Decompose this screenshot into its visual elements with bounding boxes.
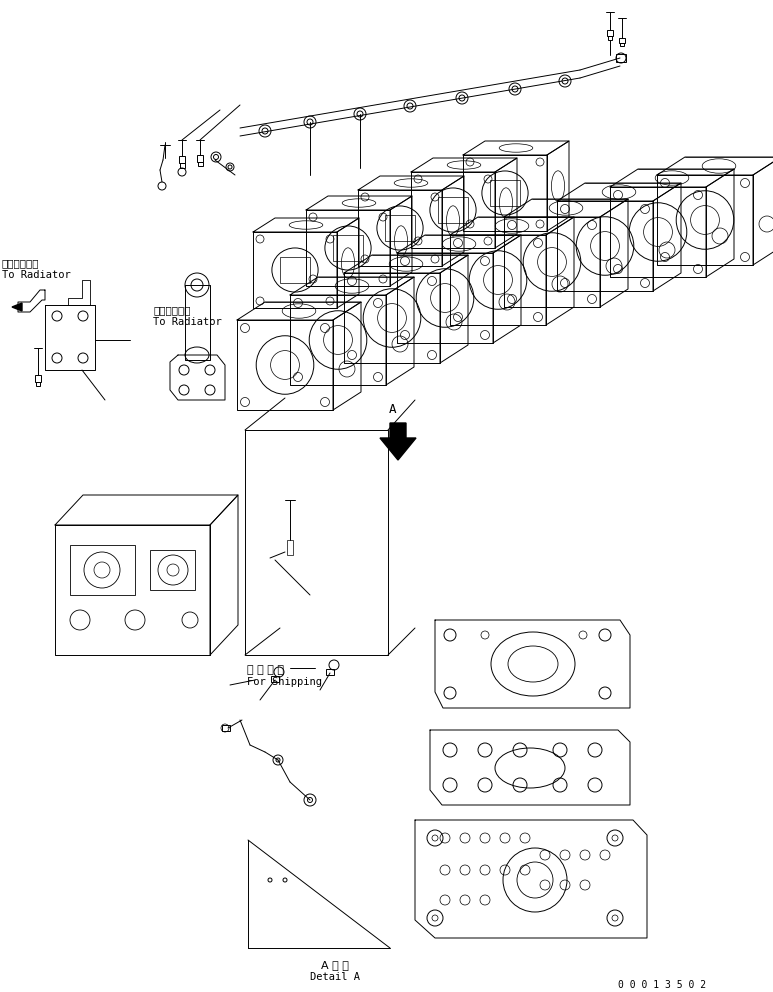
Bar — [385, 214, 414, 241]
Bar — [150, 550, 195, 590]
Bar — [70, 545, 135, 595]
Bar — [619, 38, 625, 43]
Text: To Radiator: To Radiator — [153, 317, 222, 327]
Bar — [281, 257, 310, 284]
Bar — [35, 375, 41, 382]
Text: For Shipping: For Shipping — [247, 677, 322, 687]
Bar — [271, 676, 279, 682]
Bar — [608, 36, 612, 40]
Text: A: A — [390, 403, 397, 416]
Text: ラジエータへ: ラジエータへ — [153, 305, 190, 315]
Polygon shape — [380, 423, 416, 460]
Bar — [36, 382, 40, 386]
Bar — [333, 235, 363, 261]
Bar — [607, 30, 613, 36]
Text: Detail A: Detail A — [310, 972, 360, 982]
Text: ラジエータへ: ラジエータへ — [2, 258, 39, 268]
Bar — [287, 540, 293, 555]
Bar — [620, 43, 624, 46]
Bar — [490, 180, 519, 206]
Bar — [222, 725, 230, 731]
Bar — [438, 196, 468, 223]
Bar — [616, 54, 626, 62]
Bar — [179, 156, 185, 163]
Text: 0 0 0 1 3 5 0 2: 0 0 0 1 3 5 0 2 — [618, 980, 706, 990]
Polygon shape — [12, 303, 22, 311]
Text: A 詳 細: A 詳 細 — [321, 960, 349, 970]
Text: To Radiator: To Radiator — [2, 270, 71, 280]
Bar — [198, 162, 203, 166]
Text: 運 携 部 品: 運 携 部 品 — [247, 665, 284, 675]
Bar — [326, 669, 334, 675]
Bar — [197, 155, 203, 162]
Bar — [180, 163, 185, 168]
